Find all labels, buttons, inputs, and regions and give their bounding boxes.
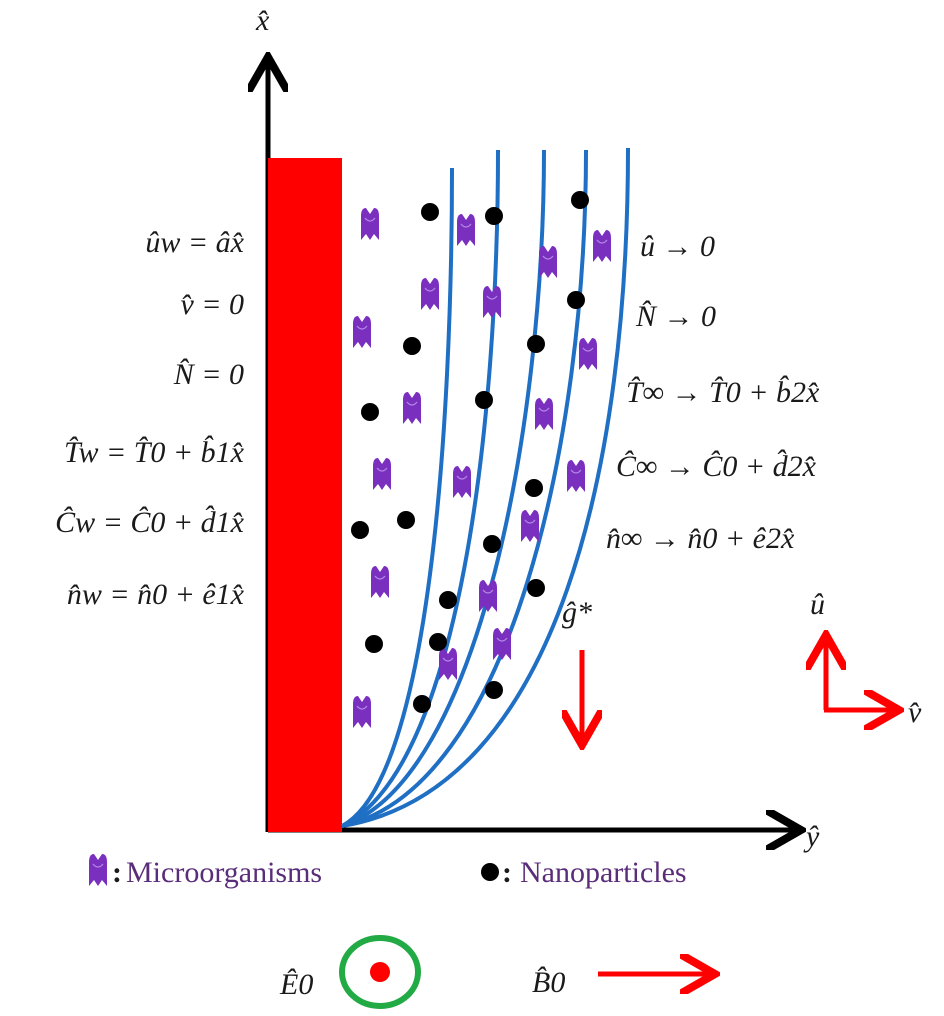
gravity-label: ĝ* xyxy=(562,596,592,629)
legend-separator: : xyxy=(112,856,122,889)
nanoparticle xyxy=(413,695,431,713)
electric-field-dot-icon xyxy=(370,962,390,982)
streamlines xyxy=(341,147,630,828)
microorganism xyxy=(352,695,372,729)
streamline-2 xyxy=(341,149,500,828)
streamline-1 xyxy=(341,167,454,828)
freestream-condition-u: û → 0 xyxy=(640,230,715,263)
wall-condition-u: ûw = âx̂ xyxy=(145,226,244,259)
microorganism xyxy=(482,285,502,319)
microorganism xyxy=(456,213,476,247)
streamline-4 xyxy=(341,149,588,828)
microorganism xyxy=(578,337,598,371)
y-axis-label: ŷ xyxy=(803,820,820,853)
nanoparticle xyxy=(475,391,493,409)
freestream-condition-c: Ĉ∞ → Ĉ0 + d̂2x̂ xyxy=(616,449,817,483)
wall-condition-n: N̂ = 0 xyxy=(173,358,244,391)
nanoparticle xyxy=(439,591,457,609)
x-axis-label: x̂ xyxy=(255,4,270,37)
nanoparticles xyxy=(351,191,589,713)
freestream-condition-nano: n̂∞ → n̂0 + ê2x̂ xyxy=(606,522,795,555)
legend-microorganisms-label: Microorganisms xyxy=(126,856,322,889)
nanoparticle xyxy=(397,511,415,529)
microorganism xyxy=(370,565,390,599)
electric-field-ring-icon xyxy=(339,935,421,1009)
nanoparticle xyxy=(525,479,543,497)
legend-separator: : xyxy=(502,856,512,889)
wall-conditions: ûw = âx̂ v̂ = 0 N̂ = 0 T̂w = T̂0 + b̂1x̂… xyxy=(55,226,245,611)
stretching-wall xyxy=(268,158,342,832)
nanoparticle xyxy=(571,191,589,209)
freestream-conditions: û → 0 N̂ → 0 T̂∞ → T̂0 + b̂2x̂ Ĉ∞ → Ĉ0 +… xyxy=(606,230,820,555)
legend: : Microorganisms : Nanoparticles xyxy=(88,853,687,889)
legend-nanoparticles-label: Nanoparticles xyxy=(520,856,687,889)
streamline-5 xyxy=(341,147,630,828)
wall-condition-nano: n̂w = n̂0 + ê1x̂ xyxy=(67,578,245,611)
velocity-u-label: û xyxy=(810,588,825,621)
microorganism xyxy=(534,397,554,431)
nanoparticle xyxy=(351,521,369,539)
microorganism xyxy=(452,465,472,499)
microorganism xyxy=(566,459,586,493)
velocity-v-label: v̂ xyxy=(908,696,922,729)
electric-field-label: Ê0 xyxy=(279,968,313,1001)
microorganisms xyxy=(352,207,612,729)
microorganism xyxy=(478,579,498,613)
microorganism xyxy=(352,315,372,349)
legend-nanoparticle-icon xyxy=(481,863,499,881)
nanoparticle xyxy=(527,579,545,597)
nanoparticle xyxy=(421,203,439,221)
nanoparticle xyxy=(361,403,379,421)
legend-microorganism-icon xyxy=(88,853,108,887)
wall-condition-v: v̂ = 0 xyxy=(180,288,244,321)
freestream-condition-n: N̂ → 0 xyxy=(635,300,716,333)
microorganism xyxy=(402,391,422,425)
microorganism xyxy=(492,627,512,661)
nanoparticle xyxy=(429,633,447,651)
microorganism xyxy=(438,647,458,681)
wall-condition-c: Ĉw = Ĉ0 + d̂1x̂ xyxy=(55,505,245,539)
wall-condition-t: T̂w = T̂0 + b̂1x̂ xyxy=(64,435,245,469)
freestream-condition-t: T̂∞ → T̂0 + b̂2x̂ xyxy=(626,375,820,409)
microorganism xyxy=(360,207,380,241)
nanoparticle xyxy=(567,291,585,309)
microorganism xyxy=(420,277,440,311)
nanoparticle xyxy=(485,681,503,699)
microorganism xyxy=(538,245,558,279)
nanoparticle xyxy=(365,635,383,653)
nanoparticle xyxy=(527,335,545,353)
nanoparticle xyxy=(485,207,503,225)
microorganism xyxy=(372,457,392,491)
nanoparticle xyxy=(483,535,501,553)
streamline-3 xyxy=(341,149,546,828)
nanoparticle xyxy=(403,337,421,355)
magnetic-field-label: B̂0 xyxy=(532,966,565,999)
microorganism xyxy=(592,229,612,263)
microorganism xyxy=(520,509,540,543)
